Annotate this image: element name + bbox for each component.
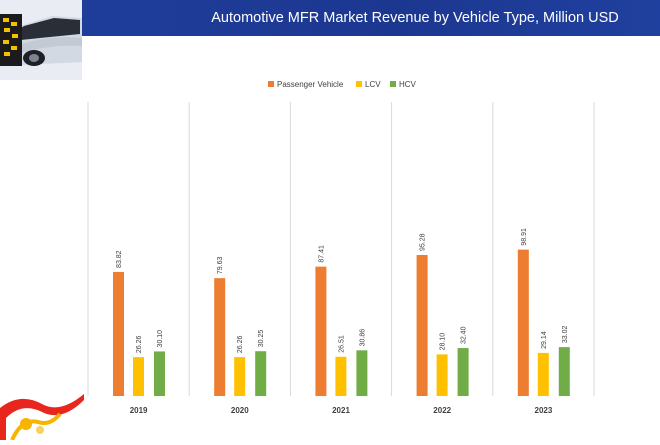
bar-hcv-2019 [154, 351, 165, 396]
data-label-passenger-vehicle-2021: 87.41 [318, 245, 325, 263]
x-tick-2019: 2019 [130, 406, 148, 415]
data-label-lcv-2023: 29.14 [541, 331, 548, 349]
bar-hcv-2021 [356, 350, 368, 396]
data-label-hcv-2020: 30.25 [258, 330, 265, 348]
header-band [0, 0, 660, 36]
bar-lcv-2022 [436, 354, 448, 396]
data-label-lcv-2022: 28.10 [440, 333, 447, 351]
bar-passenger-vehicle-2023 [517, 249, 529, 396]
data-label-hcv-2021: 30.86 [359, 329, 366, 347]
chart-legend: Passenger Vehicle LCV HCV [268, 80, 417, 89]
bar-hcv-2023 [558, 347, 570, 396]
bar-passenger-vehicle-2021 [315, 266, 327, 396]
x-tick-2022: 2022 [433, 406, 451, 415]
data-label-passenger-vehicle-2022: 95.28 [420, 233, 427, 251]
bar-passenger-vehicle-2019 [113, 271, 124, 396]
x-axis-ticks: 2019 2020 2021 2022 2023 [130, 406, 553, 415]
bar-lcv-2020 [234, 357, 246, 396]
legend-label-passenger-vehicle: Passenger Vehicle [277, 80, 344, 89]
x-tick-2020: 2020 [231, 406, 249, 415]
legend-label-lcv: LCV [365, 80, 381, 89]
data-label-hcv-2022: 32.40 [461, 326, 468, 344]
bar-passenger-vehicle-2022 [416, 254, 428, 396]
chart-bars [113, 249, 570, 396]
data-label-passenger-vehicle-2019: 83.82 [116, 250, 123, 268]
bar-lcv-2021 [335, 356, 347, 396]
x-tick-2023: 2023 [535, 406, 553, 415]
data-label-lcv-2019: 26.26 [136, 336, 143, 354]
legend-swatch-lcv [356, 81, 362, 87]
data-label-lcv-2021: 26.51 [338, 335, 345, 353]
legend-swatch-passenger-vehicle [268, 81, 274, 87]
legend-label-hcv: HCV [399, 80, 417, 89]
data-label-passenger-vehicle-2023: 98.91 [521, 228, 528, 246]
bar-chart: Passenger Vehicle LCV HCV 83.82 26.26 30.10 7… [87, 80, 595, 415]
bar-passenger-vehicle-2020 [214, 278, 226, 396]
data-label-lcv-2020: 26.26 [237, 336, 244, 354]
data-label-passenger-vehicle-2020: 79.63 [217, 257, 224, 275]
bar-hcv-2022 [457, 348, 469, 396]
corner-logo [0, 378, 84, 441]
bar-hcv-2020 [255, 351, 267, 396]
data-label-hcv-2023: 33.02 [562, 326, 569, 344]
legend-swatch-hcv [390, 81, 396, 87]
data-labels: 83.82 26.26 30.10 79.63 26.26 30.25 87.41 26.51… [116, 228, 569, 353]
data-label-hcv-2019: 30.10 [157, 330, 164, 348]
x-tick-2021: 2021 [332, 406, 350, 415]
car-image [0, 0, 82, 80]
page-title: Automotive MFR Market Revenue by Vehicle… [211, 10, 619, 26]
bar-lcv-2023 [537, 352, 549, 396]
category-dividers [87, 102, 595, 396]
bar-lcv-2019 [133, 357, 144, 396]
